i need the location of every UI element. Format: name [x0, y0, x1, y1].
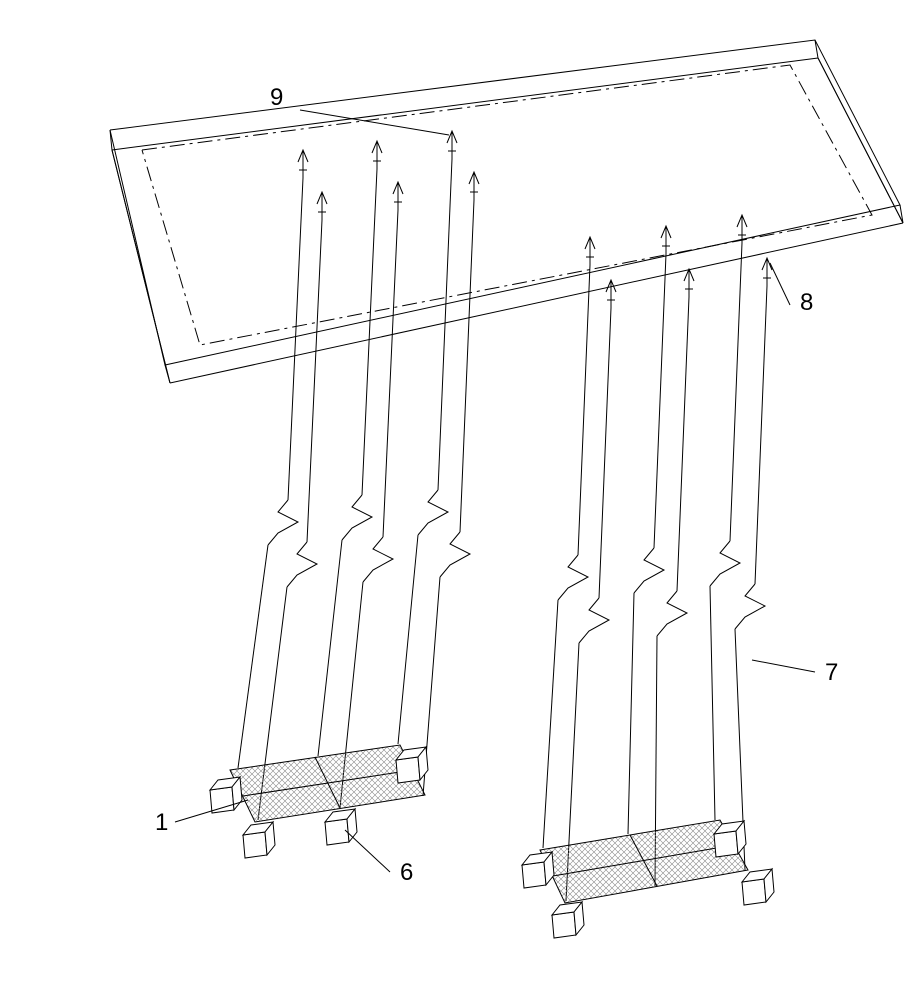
- arrow-icon: [585, 237, 595, 265]
- arrow-icon: [372, 141, 382, 169]
- diagram-canvas: 9 8 7 1 6: [0, 0, 924, 1000]
- label-text: 1: [155, 809, 168, 836]
- arrow-icon: [684, 269, 694, 297]
- arrow-icon: [317, 192, 327, 220]
- label-7: 7: [752, 659, 838, 686]
- net-platform: [230, 745, 425, 822]
- right-assembly: [522, 215, 774, 938]
- label-text: 6: [400, 859, 413, 886]
- left-assembly: [210, 131, 479, 858]
- cube-anchor: [325, 809, 357, 845]
- label-text: 8: [800, 289, 813, 316]
- arrow-icon: [661, 226, 671, 254]
- arrow-icon: [393, 182, 403, 210]
- cube-anchor: [243, 822, 275, 858]
- arrow-icon: [298, 150, 308, 178]
- label-8: 8: [770, 263, 813, 316]
- label-text: 7: [825, 659, 838, 686]
- arrow-icon: [469, 172, 479, 200]
- label-6: 6: [345, 830, 413, 886]
- cube-anchor: [210, 777, 242, 813]
- label-text: 9: [270, 84, 283, 111]
- cube-anchor: [552, 902, 584, 938]
- arrow-icon: [606, 280, 616, 308]
- cube-anchor: [522, 852, 554, 888]
- cube-anchor: [742, 869, 774, 905]
- top-slab: [110, 40, 903, 383]
- arrow-icon: [762, 258, 772, 286]
